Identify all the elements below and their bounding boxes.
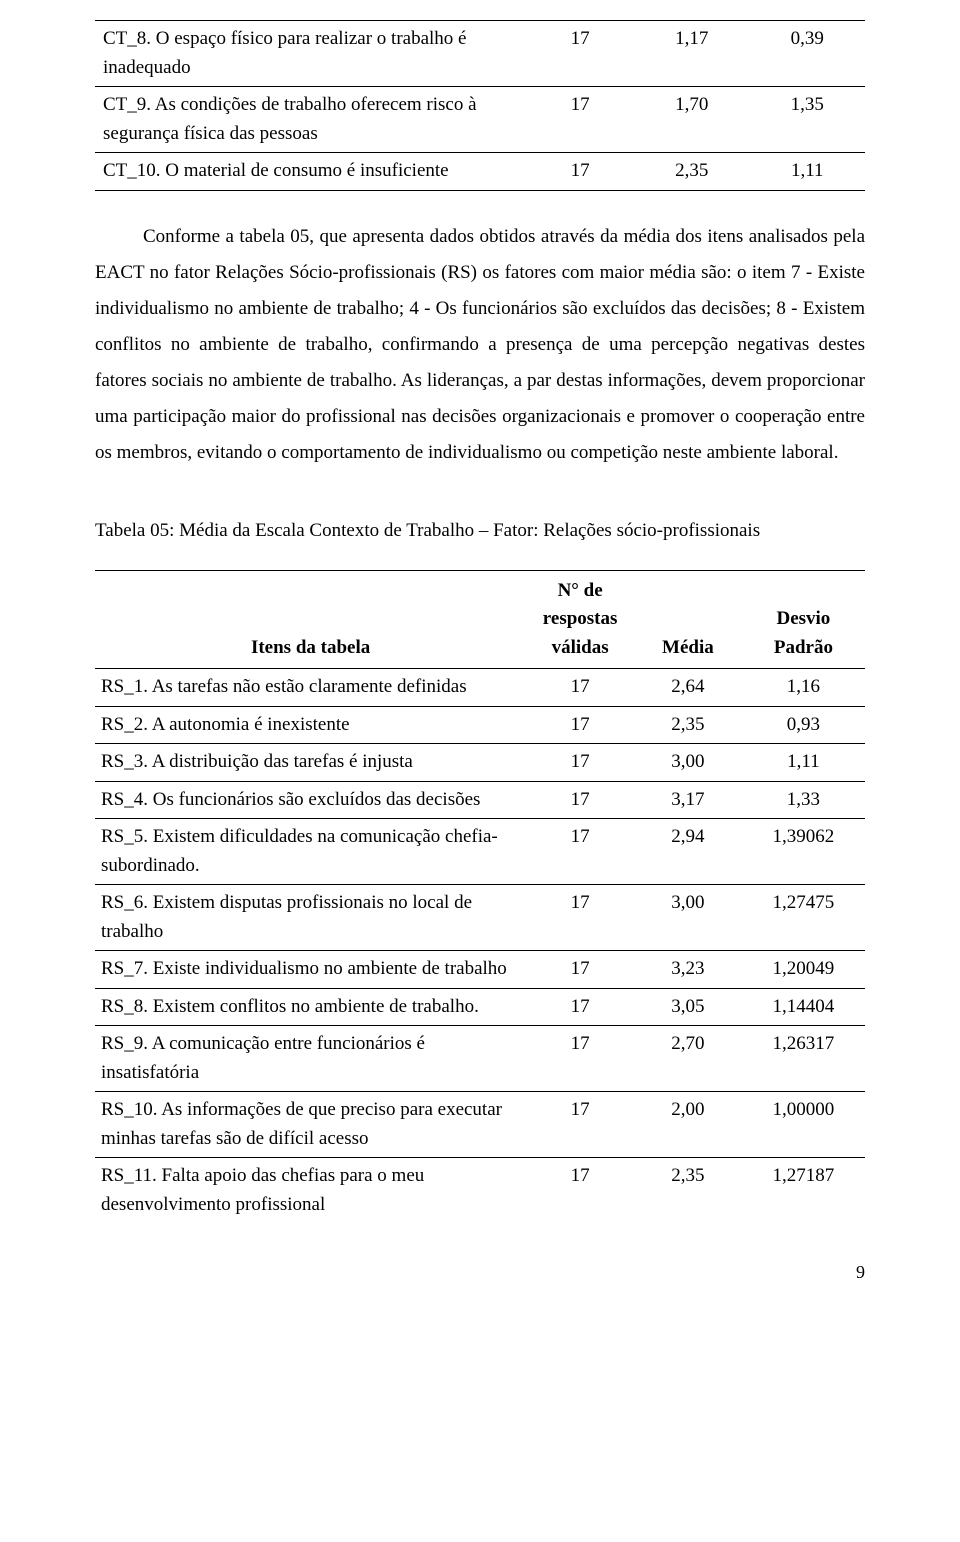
- header-n: N° de respostas válidas: [526, 570, 634, 669]
- table-row: CT_8. O espaço físico para realizar o tr…: [95, 21, 865, 87]
- header-sd: Desvio Padrão: [742, 570, 865, 669]
- table-row: RS_3. A distribuição das tarefas é injus…: [95, 744, 865, 782]
- cell-item: RS_2. A autonomia é inexistente: [95, 706, 526, 744]
- cell-mean: 2,94: [634, 819, 742, 885]
- table-ct-body: CT_8. O espaço físico para realizar o tr…: [95, 21, 865, 191]
- cell-n: 17: [526, 1092, 634, 1158]
- cell-item: RS_11. Falta apoio das chefias para o me…: [95, 1158, 526, 1224]
- header-mean: Média: [634, 570, 742, 669]
- table-row: CT_9. As condições de trabalho oferecem …: [95, 87, 865, 153]
- cell-sd: 1,26317: [742, 1026, 865, 1092]
- cell-sd: 0,39: [749, 21, 865, 87]
- table-rs-body: RS_1. As tarefas não estão claramente de…: [95, 669, 865, 1224]
- cell-n: 17: [526, 744, 634, 782]
- cell-n: 17: [526, 781, 634, 819]
- table-row: RS_7. Existe individualismo no ambiente …: [95, 951, 865, 989]
- cell-sd: 1,16: [742, 669, 865, 707]
- table-rs: Itens da tabela N° de respostas válidas …: [95, 570, 865, 1224]
- cell-sd: 1,14404: [742, 988, 865, 1026]
- cell-n: 17: [526, 706, 634, 744]
- header-item: Itens da tabela: [95, 570, 526, 669]
- cell-sd: 1,35: [749, 87, 865, 153]
- cell-mean: 1,17: [634, 21, 750, 87]
- cell-sd: 1,00000: [742, 1092, 865, 1158]
- table-row: RS_4. Os funcionários são excluídos das …: [95, 781, 865, 819]
- cell-item: RS_5. Existem dificuldades na comunicaçã…: [95, 819, 526, 885]
- cell-mean: 3,00: [634, 885, 742, 951]
- cell-n: 17: [526, 669, 634, 707]
- cell-n: 17: [526, 21, 634, 87]
- cell-n: 17: [526, 885, 634, 951]
- cell-item: CT_9. As condições de trabalho oferecem …: [95, 87, 526, 153]
- table-row: RS_5. Existem dificuldades na comunicaçã…: [95, 819, 865, 885]
- cell-item: RS_9. A comunicação entre funcionários é…: [95, 1026, 526, 1092]
- cell-mean: 3,17: [634, 781, 742, 819]
- cell-n: 17: [526, 988, 634, 1026]
- cell-n: 17: [526, 819, 634, 885]
- table-ct: CT_8. O espaço físico para realizar o tr…: [95, 20, 865, 191]
- cell-mean: 3,23: [634, 951, 742, 989]
- cell-sd: 1,20049: [742, 951, 865, 989]
- cell-mean: 2,35: [634, 153, 750, 191]
- cell-mean: 1,70: [634, 87, 750, 153]
- cell-mean: 2,35: [634, 706, 742, 744]
- cell-item: RS_7. Existe individualismo no ambiente …: [95, 951, 526, 989]
- page-number: 9: [95, 1259, 865, 1286]
- cell-item: CT_10. O material de consumo é insuficie…: [95, 153, 526, 191]
- cell-n: 17: [526, 951, 634, 989]
- table-row: RS_10. As informações de que preciso par…: [95, 1092, 865, 1158]
- cell-n: 17: [526, 1158, 634, 1224]
- table-header-row: Itens da tabela N° de respostas válidas …: [95, 570, 865, 669]
- cell-sd: 1,11: [742, 744, 865, 782]
- cell-sd: 1,27475: [742, 885, 865, 951]
- cell-item: RS_3. A distribuição das tarefas é injus…: [95, 744, 526, 782]
- table-row: CT_10. O material de consumo é insuficie…: [95, 153, 865, 191]
- cell-mean: 2,35: [634, 1158, 742, 1224]
- cell-item: RS_10. As informações de que preciso par…: [95, 1092, 526, 1158]
- cell-sd: 1,39062: [742, 819, 865, 885]
- cell-item: RS_6. Existem disputas profissionais no …: [95, 885, 526, 951]
- cell-item: RS_8. Existem conflitos no ambiente de t…: [95, 988, 526, 1026]
- cell-sd: 1,11: [749, 153, 865, 191]
- table-row: RS_9. A comunicação entre funcionários é…: [95, 1026, 865, 1092]
- cell-n: 17: [526, 153, 634, 191]
- cell-n: 17: [526, 87, 634, 153]
- cell-n: 17: [526, 1026, 634, 1092]
- table-row: RS_11. Falta apoio das chefias para o me…: [95, 1158, 865, 1224]
- table-caption: Tabela 05: Média da Escala Contexto de T…: [95, 517, 865, 546]
- cell-item: RS_4. Os funcionários são excluídos das …: [95, 781, 526, 819]
- cell-sd: 1,33: [742, 781, 865, 819]
- table-row: RS_6. Existem disputas profissionais no …: [95, 885, 865, 951]
- table-row: RS_8. Existem conflitos no ambiente de t…: [95, 988, 865, 1026]
- cell-item: RS_1. As tarefas não estão claramente de…: [95, 669, 526, 707]
- cell-item: CT_8. O espaço físico para realizar o tr…: [95, 21, 526, 87]
- table-row: RS_2. A autonomia é inexistente172,350,9…: [95, 706, 865, 744]
- cell-mean: 3,00: [634, 744, 742, 782]
- cell-sd: 0,93: [742, 706, 865, 744]
- cell-mean: 3,05: [634, 988, 742, 1026]
- cell-mean: 2,64: [634, 669, 742, 707]
- cell-sd: 1,27187: [742, 1158, 865, 1224]
- cell-mean: 2,70: [634, 1026, 742, 1092]
- table-row: RS_1. As tarefas não estão claramente de…: [95, 669, 865, 707]
- body-paragraph: Conforme a tabela 05, que apresenta dado…: [95, 219, 865, 472]
- cell-mean: 2,00: [634, 1092, 742, 1158]
